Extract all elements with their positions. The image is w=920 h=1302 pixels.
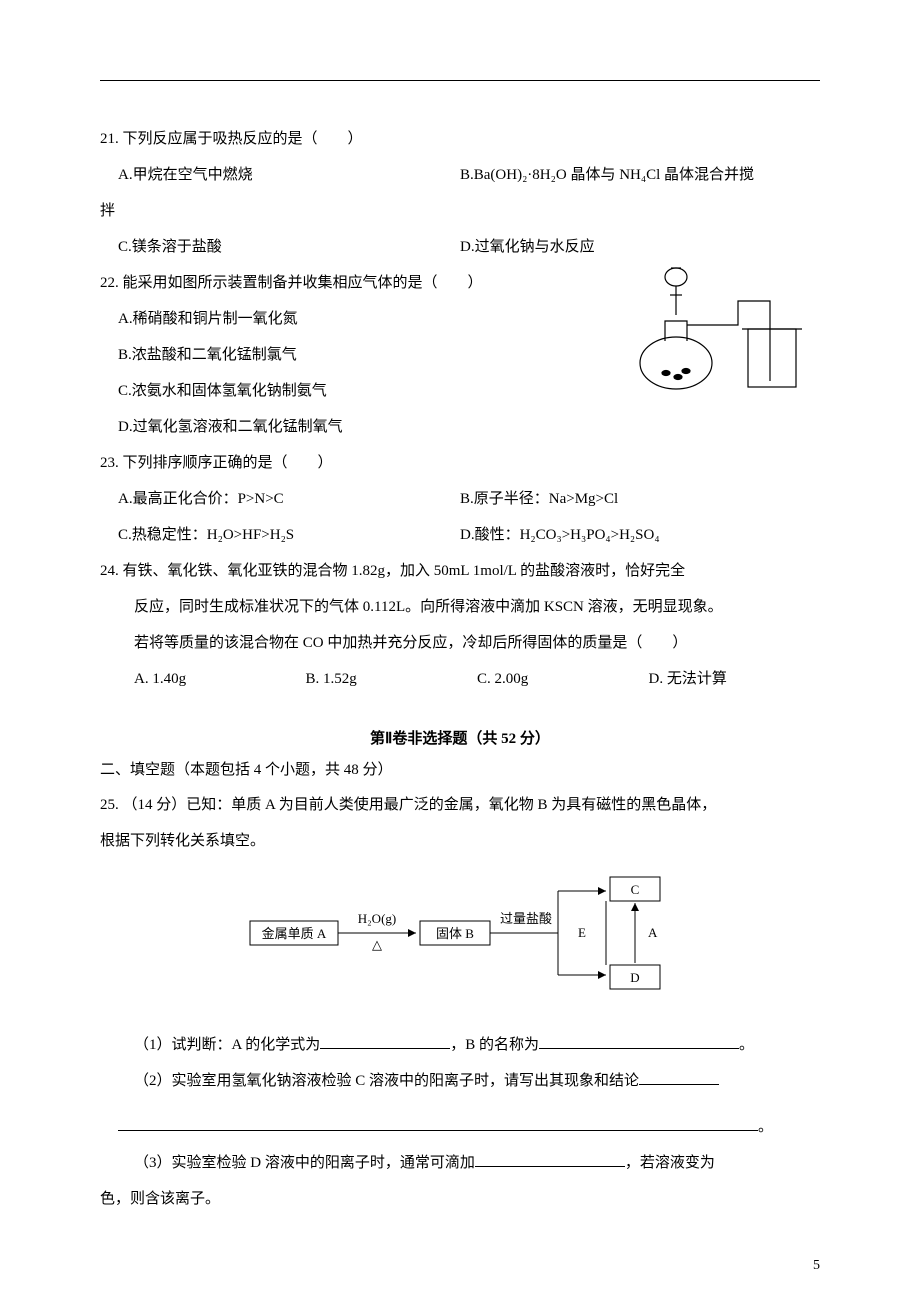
diagram-box-d: D bbox=[630, 970, 639, 985]
q25-p1-a: （1）试判断：A 的化学式为 bbox=[134, 1037, 320, 1053]
q22-opt-d: D.过氧化氢溶液和二氧化锰制氧气 bbox=[100, 409, 820, 445]
section2-subtitle: 二、填空题（本题包括 4 个小题，共 48 分） bbox=[100, 754, 820, 787]
diagram-arrow1-top: H₂O(g) bbox=[358, 911, 396, 926]
q25-p3-b: ，若溶液变为 bbox=[625, 1155, 715, 1171]
q21-opt-c: C.镁条溶于盐酸 bbox=[100, 229, 460, 265]
q25-p1-b: ，B 的名称为 bbox=[450, 1037, 539, 1053]
q25-p1-c: 。 bbox=[739, 1037, 754, 1053]
diagram-label-a: A bbox=[648, 925, 658, 940]
q21-opt-b-cont: 拌 bbox=[100, 193, 820, 229]
page-number: 5 bbox=[813, 1258, 820, 1274]
q25-stem2: 根据下列转化关系填空。 bbox=[100, 823, 820, 859]
q25-part3: （3）实验室检验 D 溶液中的阳离子时，通常可滴加 ，若溶液变为 bbox=[100, 1145, 820, 1181]
q24-options: A. 1.40g B. 1.52g C. 2.00g D. 无法计算 bbox=[100, 661, 820, 697]
apparatus-diagram bbox=[620, 255, 810, 395]
section2-title: 第Ⅱ卷非选择题（共 52 分） bbox=[100, 727, 820, 748]
q21-opt-b: B.Ba(OH)₂·8H₂O 晶体与 NH₄Cl 晶体混合并搅 bbox=[460, 157, 820, 193]
q24-opt-a: A. 1.40g bbox=[134, 661, 306, 697]
question-21: 21. 下列反应属于吸热反应的是（ ） A.甲烷在空气中燃烧 B.Ba(OH)₂… bbox=[100, 121, 820, 265]
q24-opt-b: B. 1.52g bbox=[306, 661, 478, 697]
blank-p2-lead bbox=[639, 1066, 719, 1085]
q24-stem1: 24. 有铁、氧化铁、氧化亚铁的混合物 1.82g，加入 50mL 1mol/L… bbox=[100, 553, 820, 589]
q23-stem: 23. 下列排序顺序正确的是（ ） bbox=[100, 445, 820, 481]
q24-stem2: 反应，同时生成标准状况下的气体 0.112L。向所得溶液中滴加 KSCN 溶液，… bbox=[100, 589, 820, 625]
blank-p3-reagent bbox=[475, 1148, 625, 1167]
blank-b-name bbox=[539, 1030, 739, 1049]
diagram-arrow2: 过量盐酸 bbox=[500, 911, 552, 926]
diagram-box-e: E bbox=[578, 925, 586, 940]
transformation-diagram: 金属单质 A H₂O(g) △ 固体 B 过量盐酸 bbox=[240, 869, 680, 999]
q25-diagram: 金属单质 A H₂O(g) △ 固体 B 过量盐酸 bbox=[100, 869, 820, 1013]
q25-stem1: 25. （14 分）已知：单质 A 为目前人类使用最广泛的金属，氧化物 B 为具… bbox=[100, 787, 820, 823]
q23-row1: A.最高正化合价：P>N>C B.原子半径：Na>Mg>Cl bbox=[100, 481, 820, 517]
q21-options-row1: A.甲烷在空气中燃烧 B.Ba(OH)₂·8H₂O 晶体与 NH₄Cl 晶体混合… bbox=[100, 157, 820, 193]
q21-opt-a: A.甲烷在空气中燃烧 bbox=[100, 157, 460, 193]
blank-a-formula bbox=[320, 1030, 450, 1049]
q23-opt-d: D.酸性：H₂CO₃>H₃PO₄>H₂SO₄ bbox=[460, 517, 820, 553]
q25-part2: （2）实验室用氢氧化钠溶液检验 C 溶液中的阳离子时，请写出其现象和结论 bbox=[100, 1063, 820, 1099]
diagram-box-b: 固体 B bbox=[436, 926, 474, 941]
question-24: 24. 有铁、氧化铁、氧化亚铁的混合物 1.82g，加入 50mL 1mol/L… bbox=[100, 553, 820, 697]
q24-stem3: 若将等质量的该混合物在 CO 中加热并充分反应，冷却后所得固体的质量是（ ） bbox=[100, 625, 820, 661]
q25-p2-end: 。 bbox=[758, 1119, 773, 1135]
question-22: 22. 能采用如图所示装置制备并收集相应气体的是（ ） bbox=[100, 265, 820, 445]
q25-part3-line2: 色，则含该离子。 bbox=[100, 1181, 820, 1217]
q24-opt-d: D. 无法计算 bbox=[649, 661, 821, 697]
q25-p2: （2）实验室用氢氧化钠溶液检验 C 溶液中的阳离子时，请写出其现象和结论 bbox=[134, 1073, 639, 1089]
page: 21. 下列反应属于吸热反应的是（ ） A.甲烷在空气中燃烧 B.Ba(OH)₂… bbox=[0, 0, 920, 1302]
q23-opt-a: A.最高正化合价：P>N>C bbox=[100, 481, 460, 517]
q23-row2: C.热稳定性：H₂O>HF>H₂S D.酸性：H₂CO₃>H₃PO₄>H₂SO₄ bbox=[100, 517, 820, 553]
diagram-arrow1-bot: △ bbox=[372, 937, 382, 952]
q25-part1: （1）试判断：A 的化学式为 ，B 的名称为 。 bbox=[100, 1027, 820, 1063]
q25-part2-line2: 。 bbox=[100, 1109, 820, 1145]
top-rule bbox=[100, 80, 820, 81]
question-23: 23. 下列排序顺序正确的是（ ） A.最高正化合价：P>N>C B.原子半径：… bbox=[100, 445, 820, 553]
diagram-box-c: C bbox=[631, 882, 640, 897]
question-25: 25. （14 分）已知：单质 A 为目前人类使用最广泛的金属，氧化物 B 为具… bbox=[100, 787, 820, 1217]
q24-opt-c: C. 2.00g bbox=[477, 661, 649, 697]
q25-p3-a: （3）实验室检验 D 溶液中的阳离子时，通常可滴加 bbox=[134, 1155, 475, 1171]
q23-opt-c: C.热稳定性：H₂O>HF>H₂S bbox=[100, 517, 460, 553]
q23-opt-b: B.原子半径：Na>Mg>Cl bbox=[460, 481, 820, 517]
blank-p2-full bbox=[118, 1112, 758, 1131]
diagram-box-a: 金属单质 A bbox=[262, 926, 327, 941]
q21-stem: 21. 下列反应属于吸热反应的是（ ） bbox=[100, 121, 820, 157]
